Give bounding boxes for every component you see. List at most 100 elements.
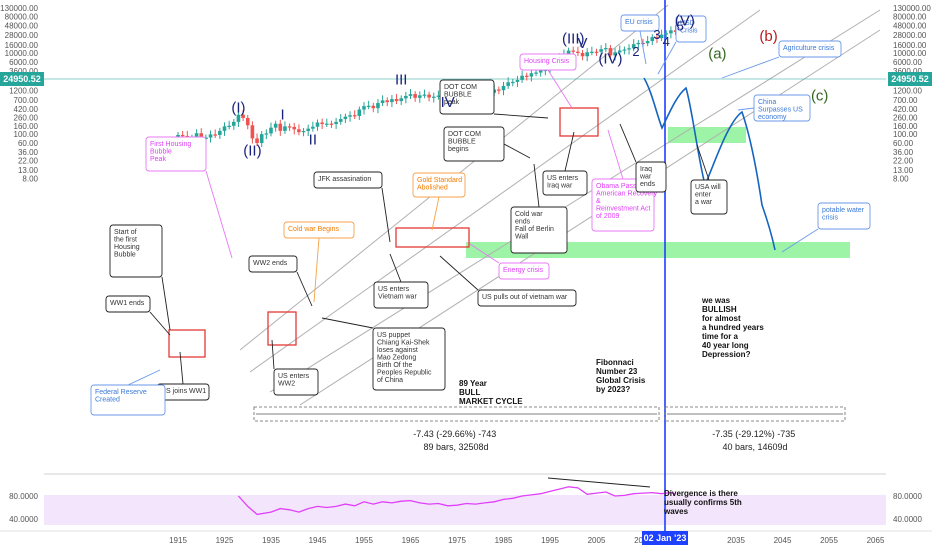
callout-box[interactable] <box>90 384 166 416</box>
callout-text: JFK assasination <box>318 176 371 183</box>
candle <box>292 126 297 130</box>
callout-box[interactable] <box>373 281 429 309</box>
y-tick-label: 36.00 <box>893 148 914 157</box>
wave-label: III <box>395 72 408 89</box>
callout-box[interactable] <box>778 40 842 58</box>
callout-text: Start of the first Housing Bubble <box>114 229 140 259</box>
candle <box>311 126 315 129</box>
callout-text: Cold war Begins <box>288 226 339 233</box>
callout-text: US enters Iraq war <box>547 175 579 190</box>
callout-box[interactable] <box>283 221 355 239</box>
candle <box>250 125 255 139</box>
y-axis-left: 130000.0080000.0048000.0028000.0016000.0… <box>0 4 38 184</box>
callout-pointer <box>205 170 233 259</box>
callout-text: US enters WW2 <box>278 373 310 388</box>
callout-box[interactable] <box>145 136 207 172</box>
candle <box>357 109 362 116</box>
wave-label: (I) <box>231 100 245 117</box>
wave-label: 5 <box>677 18 684 33</box>
callout-box[interactable] <box>105 295 151 313</box>
callout-box[interactable] <box>519 53 577 71</box>
callout-pointer <box>639 30 647 65</box>
candle <box>222 126 227 131</box>
callout-pointers <box>127 30 819 386</box>
candle <box>418 95 422 98</box>
callout-box[interactable] <box>542 170 588 196</box>
candle <box>408 94 413 96</box>
rsi-tick-label: 40.0000 <box>9 515 38 524</box>
y-tick-label: 260.00 <box>14 113 39 122</box>
callout-box[interactable] <box>753 94 811 122</box>
x-tick-label: 1955 <box>355 536 373 545</box>
callout-pointer <box>781 228 819 253</box>
bull-cycle-note: 89 Year BULL MARKET CYCLE <box>459 379 523 406</box>
y-tick-label: 60.00 <box>18 139 39 148</box>
candle <box>622 49 627 51</box>
callout-box[interactable] <box>248 255 298 273</box>
callout-box[interactable] <box>313 171 383 189</box>
callout-box[interactable] <box>498 262 550 280</box>
x-tick-label: 2065 <box>867 536 885 545</box>
rsi-line <box>237 486 676 516</box>
y-tick-label: 80000.00 <box>5 12 39 21</box>
y-tick-label: 6000.00 <box>9 58 38 67</box>
y-tick-label: 3600.00 <box>9 67 38 76</box>
wave-label: (c) <box>811 87 829 104</box>
candle <box>218 130 222 135</box>
y-tick-label: 10000.00 <box>5 49 39 58</box>
candle <box>352 115 357 117</box>
highlight-box-housing <box>559 107 599 137</box>
candle <box>617 50 622 53</box>
callout-box[interactable] <box>443 126 505 162</box>
callout-text: WW2 ends <box>253 260 288 267</box>
candle <box>194 133 199 138</box>
callout-box[interactable] <box>620 14 660 32</box>
callout-box[interactable] <box>510 206 568 254</box>
candle <box>287 126 292 128</box>
candle <box>366 105 371 107</box>
x-tick-label: 1915 <box>169 536 187 545</box>
callout-box[interactable] <box>372 327 446 391</box>
callout-pointer <box>439 255 479 291</box>
callout-box[interactable] <box>675 15 707 43</box>
candle <box>362 106 366 110</box>
callout-box[interactable] <box>817 202 871 230</box>
candle <box>576 51 580 54</box>
y-tick-label: 13.00 <box>18 166 39 175</box>
callout-box[interactable] <box>412 172 466 198</box>
callout-pointer <box>389 253 402 283</box>
wave-label: (V) <box>675 12 695 29</box>
callout-box[interactable] <box>690 179 728 215</box>
wave-label: 3 <box>653 27 660 42</box>
candle <box>394 99 399 102</box>
callout-box[interactable] <box>477 289 577 307</box>
candle <box>329 123 334 125</box>
rsi-tick-label: 80.0000 <box>9 492 38 501</box>
callout-pointer <box>161 276 171 331</box>
candle <box>343 116 348 120</box>
candle <box>227 125 231 128</box>
callout-box[interactable] <box>109 224 163 278</box>
candle <box>422 94 427 96</box>
y-tick-label: 700.00 <box>893 96 918 105</box>
callout-pointer <box>149 311 171 336</box>
callout-text: US enters Vietnam war <box>378 286 417 301</box>
callout-box[interactable] <box>635 161 667 193</box>
candle <box>390 99 394 103</box>
callout-text: DOT COM BUBBLE begins <box>448 131 481 153</box>
callout-box[interactable] <box>273 368 319 396</box>
callout-pointer <box>533 163 540 208</box>
callout-text: First Housing Bubble Peak <box>150 141 191 163</box>
y-tick-label: 80000.00 <box>893 12 927 21</box>
candle <box>213 134 217 136</box>
callout-text: Iraq war ends <box>639 166 656 188</box>
callout-pointer <box>547 69 573 109</box>
wave-label: (III) <box>562 31 585 48</box>
candle <box>585 52 589 57</box>
channel-line-2 <box>249 9 761 373</box>
y-tick-label: 22.00 <box>18 157 39 166</box>
callout-box[interactable] <box>439 79 495 115</box>
candle <box>380 100 385 104</box>
